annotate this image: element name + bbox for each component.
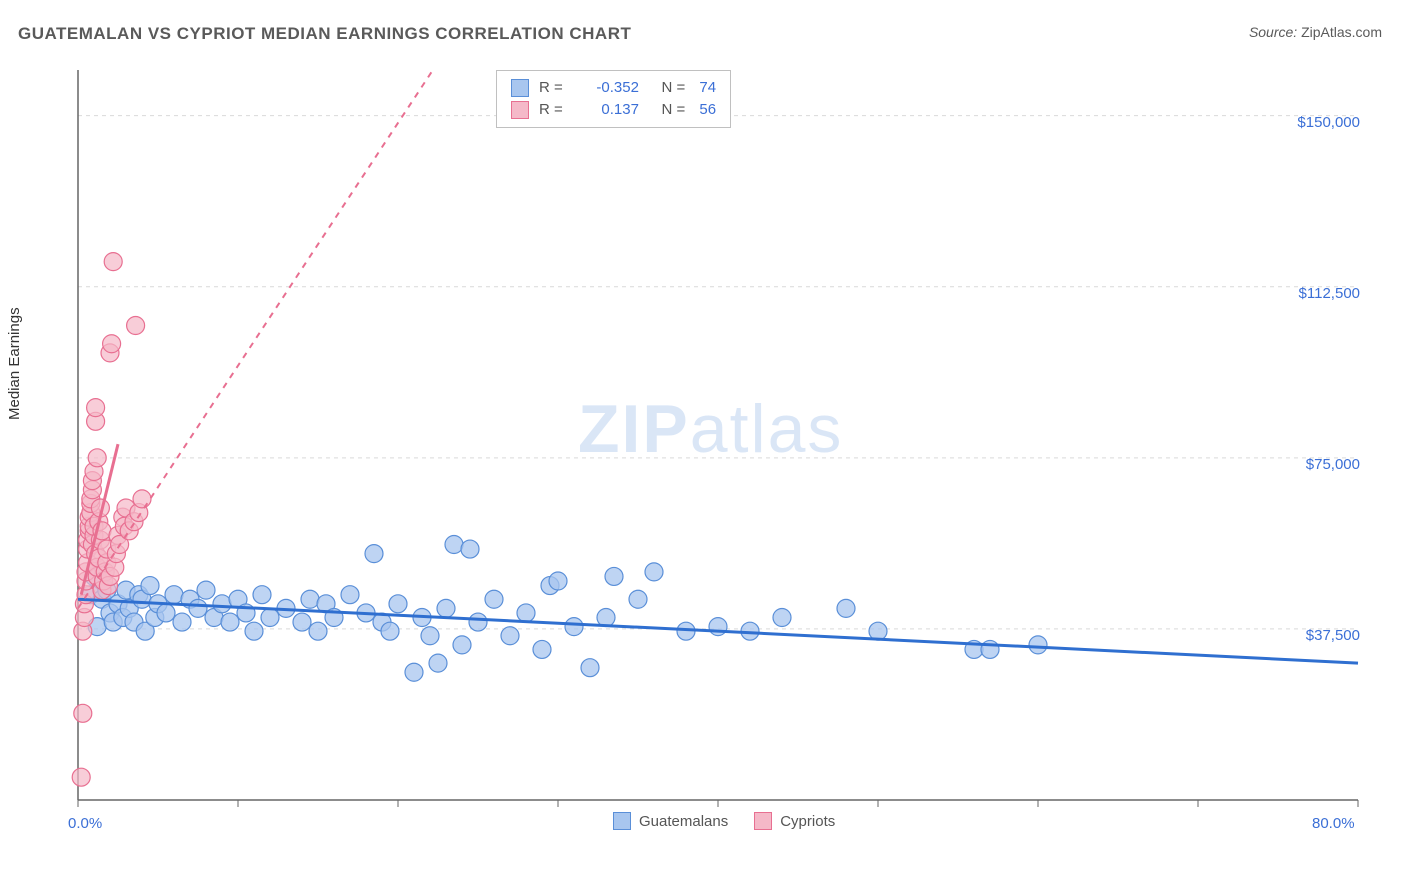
legend-swatch [613,812,631,830]
legend-item-label: Guatemalans [639,813,728,830]
legend-swatch [754,812,772,830]
legend-item-label: Cypriots [780,813,835,830]
scatter-svg [48,60,1368,830]
source-label: Source: [1249,24,1297,40]
legend-item: Guatemalans [613,812,728,830]
legend-n-label: N = [649,77,689,99]
chart-title: GUATEMALAN VS CYPRIOT MEDIAN EARNINGS CO… [18,24,631,44]
y-axis-label: Median Earnings [6,307,23,420]
legend-r-value: 0.137 [577,99,639,121]
legend-swatch [511,79,529,97]
y-tick-label: $75,000 [1306,456,1360,473]
legend-n-value: 74 [699,77,716,99]
source-attribution: Source: ZipAtlas.com [1249,24,1382,40]
y-tick-label: $37,500 [1306,627,1360,644]
legend-r-label: R = [539,99,567,121]
legend-n-value: 56 [699,99,716,121]
legend-row: R = 0.137 N = 56 [511,99,716,121]
legend-row: R = -0.352 N = 74 [511,77,716,99]
legend-n-label: N = [649,99,689,121]
legend-swatch [511,101,529,119]
chart-plot-area: ZIPatlas R = -0.352 N = 74R = 0.137 N = … [48,60,1368,830]
y-tick-label: $150,000 [1297,114,1360,131]
legend-r-value: -0.352 [577,77,639,99]
legend-r-label: R = [539,77,567,99]
source-value: ZipAtlas.com [1301,24,1382,40]
legend-item: Cypriots [754,812,835,830]
series-legend: Guatemalans Cypriots [613,812,835,830]
correlation-legend: R = -0.352 N = 74R = 0.137 N = 56 [496,70,731,128]
y-tick-label: $112,500 [1299,285,1360,302]
x-tick-label-left: 0.0% [68,815,102,832]
x-tick-label-right: 80.0% [1312,815,1355,832]
